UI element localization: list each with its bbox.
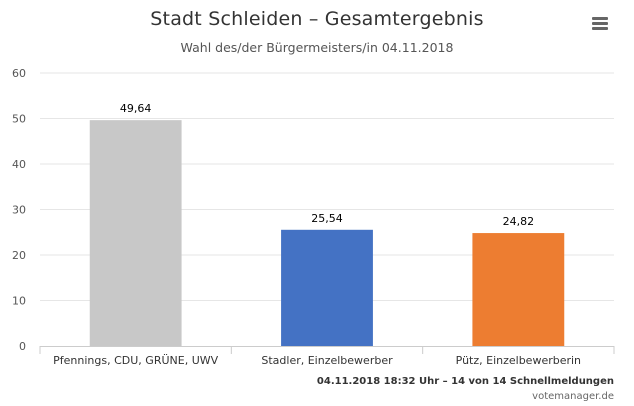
menu-bar-middle <box>592 22 608 25</box>
y-tick-label: 40 <box>12 158 26 171</box>
x-category-label: Pütz, Einzelbewerberin <box>456 354 581 367</box>
bar[interactable] <box>89 120 182 346</box>
y-tick-label: 10 <box>12 295 26 308</box>
bar[interactable] <box>281 229 373 346</box>
data-label: 24,82 <box>503 215 535 228</box>
menu-bar-top <box>592 17 608 20</box>
chart-subtitle: Wahl des/der Bürgermeisters/in 04.11.201… <box>180 40 454 55</box>
y-tick-label: 50 <box>12 113 26 126</box>
y-tick-label: 0 <box>19 340 26 353</box>
y-tick-label: 20 <box>12 249 26 262</box>
data-label: 25,54 <box>311 212 343 225</box>
data-label: 49,64 <box>120 102 152 115</box>
y-tick-label: 30 <box>12 204 26 217</box>
x-category-label: Stadler, Einzelbewerber <box>261 354 393 367</box>
menu-bar-bottom <box>592 27 608 30</box>
y-tick-label: 60 <box>12 67 26 80</box>
x-category-label: Pfennings, CDU, GRÜNE, UWV <box>53 354 218 367</box>
bar[interactable] <box>472 233 565 346</box>
footer-credit-link[interactable]: votemanager.de <box>532 391 614 402</box>
hamburger-menu-icon[interactable] <box>590 14 612 34</box>
chart-title: Stadt Schleiden – Gesamtergebnis <box>150 8 484 30</box>
footer-status-text: 04.11.2018 18:32 Uhr – 14 von 14 Schnell… <box>316 376 614 387</box>
